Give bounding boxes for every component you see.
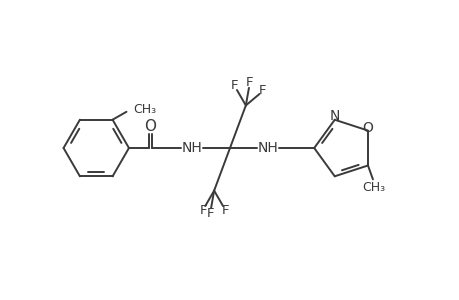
Text: F: F <box>199 204 207 217</box>
Text: O: O <box>362 121 373 135</box>
Text: O: O <box>144 119 156 134</box>
Text: F: F <box>258 84 266 97</box>
Text: CH₃: CH₃ <box>362 181 385 194</box>
Text: F: F <box>221 204 228 217</box>
Text: F: F <box>246 76 253 89</box>
Text: CH₃: CH₃ <box>133 103 156 116</box>
Text: NH: NH <box>257 141 277 155</box>
Text: F: F <box>206 207 213 220</box>
Text: F: F <box>231 79 238 92</box>
Text: N: N <box>329 109 339 123</box>
Text: NH: NH <box>182 141 202 155</box>
